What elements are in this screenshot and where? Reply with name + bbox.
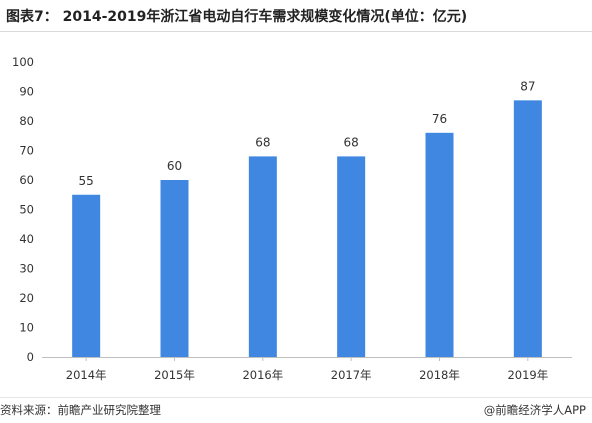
bar	[337, 156, 366, 357]
bar	[160, 180, 189, 357]
bar-value-label: 60	[167, 159, 182, 173]
bar-value-label: 55	[79, 174, 94, 188]
bar-value-label: 87	[520, 79, 535, 93]
credit-note: @前瞻经济学人APP	[483, 403, 586, 417]
bar	[425, 132, 454, 357]
bar-value-label: 68	[255, 135, 270, 149]
y-tick-label: 70	[19, 144, 34, 158]
x-tick-label: 2015年	[154, 368, 195, 382]
y-tick-label: 50	[19, 203, 34, 217]
chart-title: 图表7： 2014-2019年浙江省电动自行车需求规模变化情况(单位：亿元)	[6, 9, 468, 25]
title-divider	[0, 31, 592, 32]
bar-value-label: 76	[432, 112, 447, 126]
bar-layer	[72, 100, 542, 357]
x-tick-label: 2019年	[507, 368, 548, 382]
y-tick-label: 80	[19, 114, 34, 128]
y-tick-label: 90	[19, 85, 34, 99]
source-note: 资料来源：前瞻产业研究院整理	[0, 403, 161, 417]
bar	[72, 194, 101, 357]
x-tick-label: 2017年	[331, 368, 372, 382]
y-tick-label: 30	[19, 262, 34, 276]
y-tick-label: 40	[19, 232, 34, 246]
bar	[513, 100, 542, 357]
y-tick-label: 100	[12, 55, 34, 69]
bar-value-label: 68	[344, 135, 359, 149]
y-tick-label: 0	[27, 350, 34, 364]
x-tick-label: 2016年	[242, 368, 283, 382]
axis-layer: 0 10 20 30 40 50 60 70 80 90 100 2014年 2015年 2016年 201…	[12, 55, 572, 382]
footer-divider	[0, 397, 592, 398]
x-tick-label: 2014年	[66, 368, 107, 382]
y-tick-label: 20	[19, 291, 34, 305]
bar	[248, 156, 277, 357]
x-tick-label: 2018年	[419, 368, 460, 382]
y-tick-label: 60	[19, 173, 34, 187]
y-tick-label: 10	[19, 321, 34, 335]
label-layer: 55 60 68 68 76 87	[79, 79, 536, 187]
